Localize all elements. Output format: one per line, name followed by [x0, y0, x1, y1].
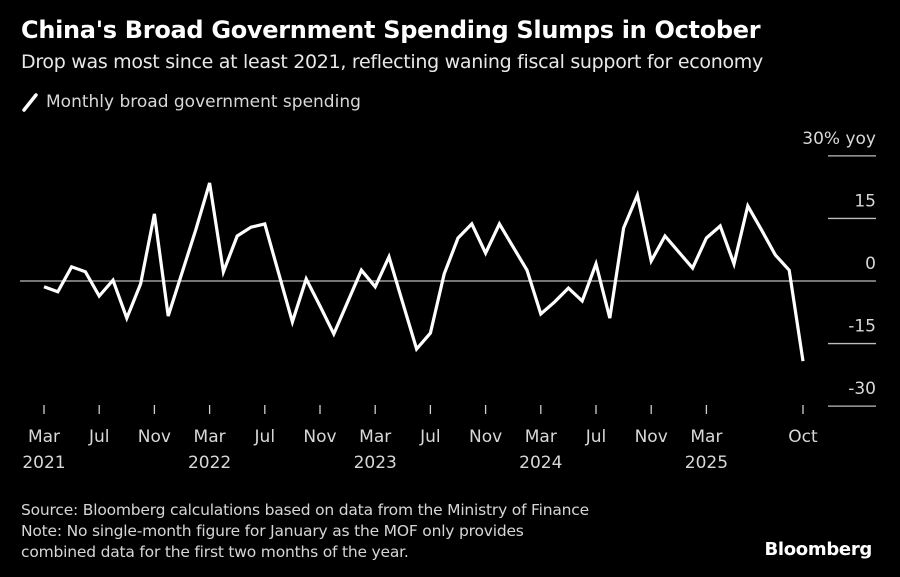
- y-tick-label: -15: [848, 317, 876, 337]
- x-tick-label: Mar: [28, 427, 60, 447]
- x-tick-label: Mar: [194, 427, 226, 447]
- legend: Monthly broad government spending: [21, 91, 361, 113]
- x-tick-label: Jul: [254, 427, 276, 447]
- x-tick-label: Nov: [469, 427, 502, 447]
- line-swatch-icon: [22, 93, 38, 112]
- y-axis: 30% yoy 15 0 -15 -30: [802, 129, 876, 407]
- legend-label: Monthly broad government spending: [46, 92, 361, 112]
- series-line-monthly-spending: [43, 182, 805, 362]
- y-tick-label: 0: [865, 254, 876, 274]
- x-tick-label: Oct: [788, 427, 818, 447]
- bloomberg-logo: Bloomberg: [764, 539, 872, 560]
- footer: Source: Bloomberg calculations based on …: [21, 500, 589, 563]
- x-tick-label: Jul: [419, 427, 441, 447]
- chart-subtitle: Drop was most since at least 2021, refle…: [21, 51, 763, 73]
- x-tick-label: Mar: [525, 427, 557, 447]
- x-tick-label: Nov: [138, 427, 171, 447]
- y-tick-label: 30% yoy: [802, 129, 876, 149]
- y-tick-label: 15: [854, 191, 876, 211]
- x-year-label: 2024: [519, 453, 562, 473]
- footnote-line-2: combined data for the first two months o…: [21, 543, 409, 561]
- x-tick-label: Nov: [635, 427, 668, 447]
- x-year-label: 2021: [22, 453, 65, 473]
- x-tick-label: Nov: [303, 427, 336, 447]
- x-tick-label: Mar: [690, 427, 722, 447]
- x-year-label: 2023: [354, 453, 397, 473]
- x-tick-label: Jul: [88, 427, 110, 447]
- series-layer: [43, 182, 805, 362]
- x-year-label: 2022: [188, 453, 231, 473]
- footnote-line-1: Note: No single-month figure for January…: [21, 522, 524, 540]
- x-year-label: 2025: [685, 453, 728, 473]
- x-axis: Mar 2021 Jul Nov Mar 2022 Jul Nov Mar 2023 Jul Nov M…: [22, 405, 818, 473]
- x-tick-label: Jul: [585, 427, 607, 447]
- x-tick-label: Mar: [359, 427, 391, 447]
- y-tick-label: -30: [848, 379, 876, 399]
- chart-title: China's Broad Government Spending Slumps…: [21, 16, 761, 44]
- source-note: Source: Bloomberg calculations based on …: [21, 501, 589, 519]
